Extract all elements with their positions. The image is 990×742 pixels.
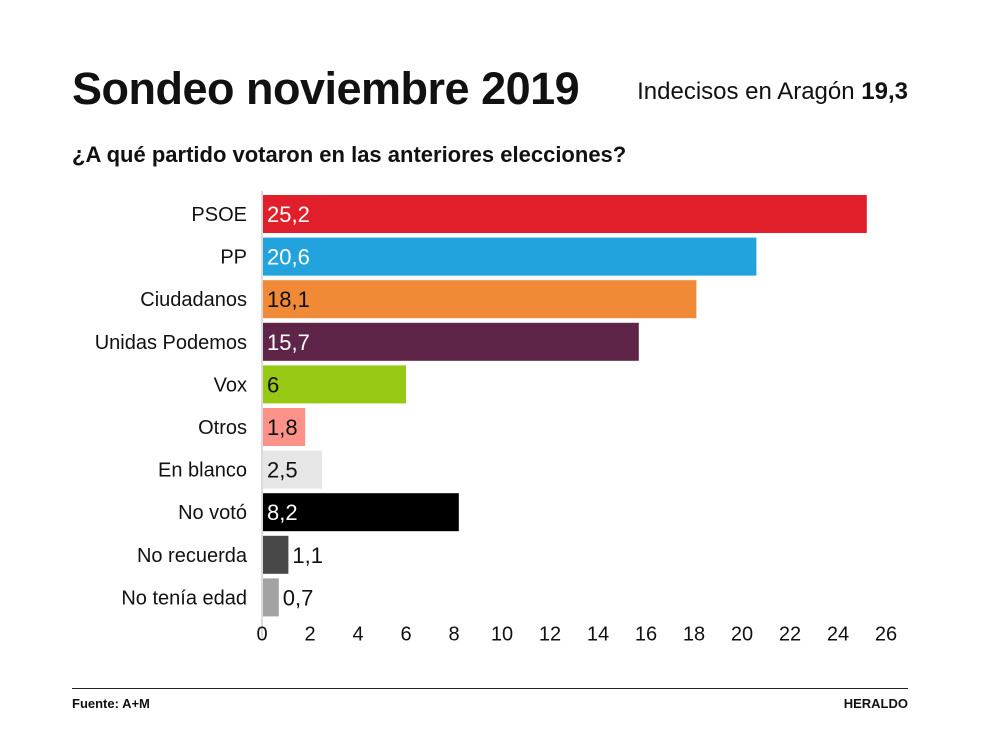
value-label-no-tenia-edad: 0,7 (283, 585, 314, 610)
x-tick-label: 16 (635, 623, 657, 645)
value-label-vox: 6 (267, 372, 279, 397)
undecided-label: Indecisos en Aragón (637, 78, 855, 105)
footer-divider (72, 688, 908, 689)
category-label-en-blanco: En blanco (158, 460, 247, 482)
bar-unidas-podemos (263, 322, 639, 361)
value-label-otros: 1,8 (267, 415, 298, 440)
bar-no-tenia-edad (263, 578, 279, 617)
category-label-otros: Otros (198, 417, 247, 439)
value-label-psoe: 25,2 (267, 202, 310, 227)
bar-no-recuerda (263, 535, 289, 574)
value-label-no-voto: 8,2 (267, 500, 298, 525)
category-label-ciudadanos: Ciudadanos (140, 289, 247, 311)
undecided-note: Indecisos en Aragón 19,3 (637, 80, 908, 104)
undecided-value: 19,3 (861, 78, 908, 105)
x-tick-label: 6 (400, 623, 411, 645)
category-label-no-recuerda: No recuerda (137, 545, 248, 567)
x-tick-label: 26 (875, 623, 897, 645)
x-tick-label: 18 (683, 623, 705, 645)
chart-title: Sondeo noviembre 2019 (72, 63, 580, 114)
category-label-pp: PP (220, 247, 247, 269)
value-label-en-blanco: 2,5 (267, 458, 298, 483)
x-tick-label: 12 (539, 623, 561, 645)
chart-subtitle: ¿A qué partido votaron en las anteriores… (72, 142, 627, 167)
category-label-no-voto: No votó (178, 502, 247, 524)
x-tick-label: 4 (352, 623, 363, 645)
category-label-psoe: PSOE (191, 204, 247, 226)
bar-pp (263, 237, 757, 276)
value-label-pp: 20,6 (267, 245, 310, 270)
category-label-no-tenia-edad: No tenía edad (121, 587, 247, 609)
source-note: Fuente: A+M (72, 696, 150, 711)
x-tick-label: 22 (779, 623, 801, 645)
value-label-unidas-podemos: 15,7 (267, 330, 310, 355)
bar-no-voto (263, 493, 459, 532)
bar-vox (263, 365, 406, 404)
x-tick-label: 14 (587, 623, 609, 645)
brand-logo: HERALDO (843, 696, 908, 711)
bar-ciudadanos (263, 280, 697, 319)
x-tick-label: 20 (731, 623, 753, 645)
x-tick-label: 24 (827, 623, 849, 645)
x-tick-label: 10 (491, 623, 513, 645)
category-label-vox: Vox (214, 374, 247, 396)
value-label-no-recuerda: 1,1 (292, 543, 323, 568)
x-tick-label: 0 (256, 623, 267, 645)
x-tick-label: 8 (448, 623, 459, 645)
x-tick-label: 2 (304, 623, 315, 645)
bar-en-blanco (263, 450, 322, 489)
bar-psoe (263, 195, 867, 233)
category-label-unidas-podemos: Unidas Podemos (95, 332, 247, 354)
value-label-ciudadanos: 18,1 (267, 287, 310, 312)
bar-otros (263, 408, 306, 446)
